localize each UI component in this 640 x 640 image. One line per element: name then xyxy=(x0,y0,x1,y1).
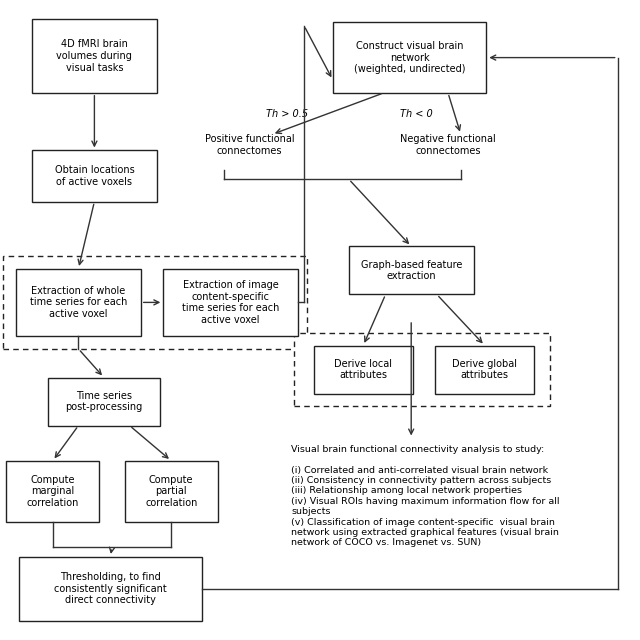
FancyBboxPatch shape xyxy=(48,378,160,426)
Text: Positive functional
connectomes: Positive functional connectomes xyxy=(205,134,294,156)
FancyBboxPatch shape xyxy=(435,346,534,394)
Text: Compute
marginal
correlation: Compute marginal correlation xyxy=(27,475,79,508)
FancyBboxPatch shape xyxy=(16,269,141,336)
Text: Construct visual brain
network
(weighted, undirected): Construct visual brain network (weighted… xyxy=(354,41,465,74)
Text: Compute
partial
correlation: Compute partial correlation xyxy=(145,475,197,508)
FancyBboxPatch shape xyxy=(3,256,307,349)
FancyBboxPatch shape xyxy=(6,461,99,522)
FancyBboxPatch shape xyxy=(314,346,413,394)
FancyBboxPatch shape xyxy=(333,22,486,93)
Text: Visual brain functional connectivity analysis to study:

(i) Correlated and anti: Visual brain functional connectivity ana… xyxy=(291,445,560,547)
Text: Negative functional
connectomes: Negative functional connectomes xyxy=(400,134,496,156)
FancyBboxPatch shape xyxy=(32,150,157,202)
FancyBboxPatch shape xyxy=(19,557,202,621)
FancyBboxPatch shape xyxy=(125,461,218,522)
Text: Time series
post-processing: Time series post-processing xyxy=(65,391,143,412)
FancyBboxPatch shape xyxy=(349,246,474,294)
Text: Derive global
attributes: Derive global attributes xyxy=(452,359,517,380)
Text: Extraction of image
content-specific
time series for each
active voxel: Extraction of image content-specific tim… xyxy=(182,280,279,325)
Text: 4D fMRI brain
volumes during
visual tasks: 4D fMRI brain volumes during visual task… xyxy=(56,40,132,72)
Text: Obtain locations
of active voxels: Obtain locations of active voxels xyxy=(54,165,134,187)
Text: Derive local
attributes: Derive local attributes xyxy=(334,359,392,380)
Text: Th > 0.5: Th > 0.5 xyxy=(266,109,308,119)
Text: Thresholding, to find
consistently significant
direct connectivity: Thresholding, to find consistently signi… xyxy=(54,572,167,605)
FancyBboxPatch shape xyxy=(294,333,550,406)
Text: Th < 0: Th < 0 xyxy=(400,109,433,119)
FancyBboxPatch shape xyxy=(32,19,157,93)
FancyBboxPatch shape xyxy=(163,269,298,336)
Text: Extraction of whole
time series for each
active voxel: Extraction of whole time series for each… xyxy=(29,286,127,319)
Text: Graph-based feature
extraction: Graph-based feature extraction xyxy=(360,260,462,281)
